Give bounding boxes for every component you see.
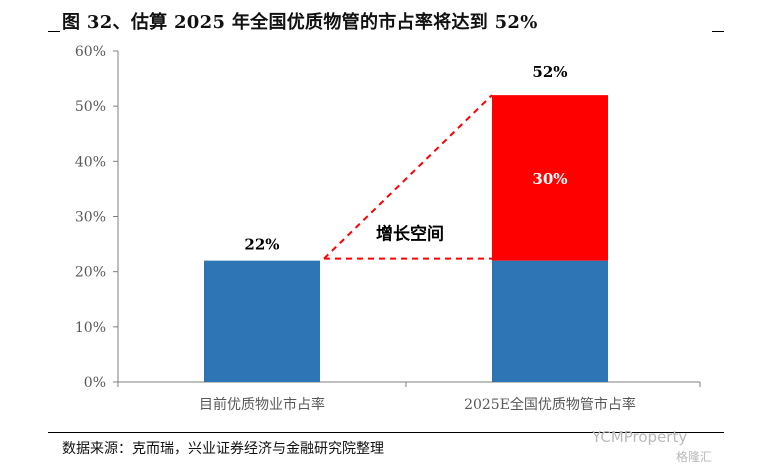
data-label-bar2-increase: 30% xyxy=(532,170,567,188)
x-tick-label: 2025E全国优质物管市占率 xyxy=(464,396,636,413)
y-tick-label: 60% xyxy=(75,44,106,60)
bar-increase xyxy=(492,95,608,261)
growth-annotation: 增长空间 xyxy=(376,224,444,245)
x-tick-label: 目前优质物业市占率 xyxy=(199,396,325,413)
source-rule xyxy=(48,432,724,433)
source-note: 数据来源：克而瑞，兴业证券经济与金融研究院整理 xyxy=(62,441,384,457)
bar-base xyxy=(492,260,608,382)
y-tick-label: 30% xyxy=(75,210,106,226)
watermark: YCMProperty xyxy=(592,428,688,446)
y-tick-label: 40% xyxy=(75,154,106,170)
data-label-bar1: 22% xyxy=(244,236,279,254)
bar-base xyxy=(204,260,320,382)
data-label-bar2-total: 52% xyxy=(532,63,567,81)
y-tick-label: 10% xyxy=(75,320,106,336)
y-tick-label: 50% xyxy=(75,99,106,115)
chart: 0% 10% 20% 30% 40% 50% 60% 目前优质物业市占率 2025E全国优质物管… xyxy=(75,44,701,413)
title-rule-right xyxy=(712,31,724,32)
title-rule-left xyxy=(48,31,60,32)
figure-title: 图 32、估算 2025 年全国优质物管的市占率将达到 52% xyxy=(62,12,538,33)
y-tick-label: 20% xyxy=(75,265,106,281)
watermark-brand: 格隆汇 xyxy=(676,450,713,464)
y-tick-label: 0% xyxy=(84,375,106,391)
